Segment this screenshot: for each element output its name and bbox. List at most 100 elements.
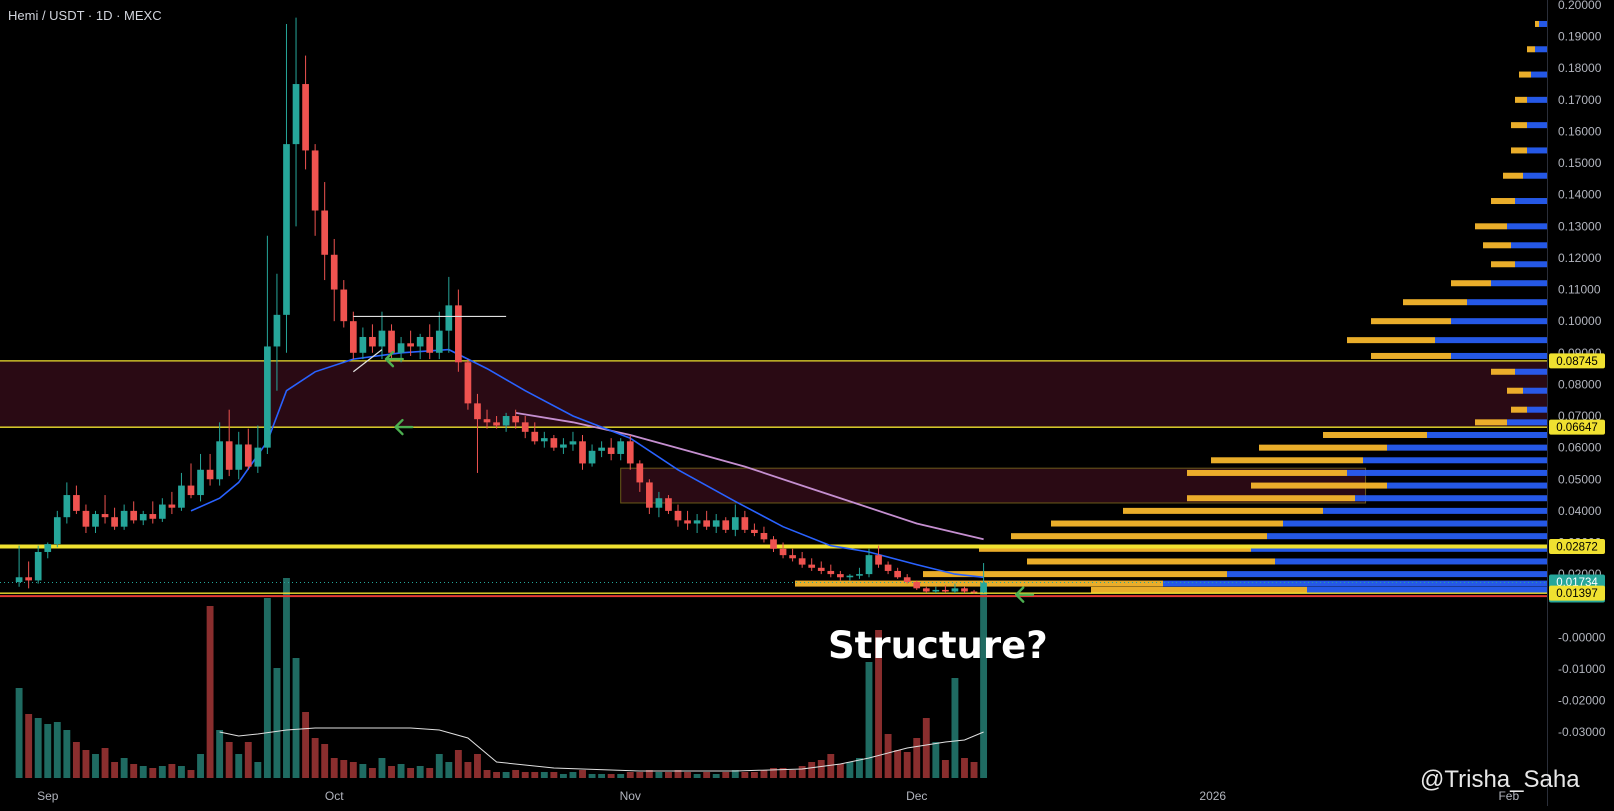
candle-body bbox=[626, 441, 634, 464]
volume-bar bbox=[569, 772, 577, 778]
volume-bar bbox=[703, 772, 711, 778]
volume-bars bbox=[15, 578, 988, 778]
candle-body bbox=[483, 419, 491, 423]
vp-up-bin bbox=[1523, 387, 1547, 394]
vp-up-bin bbox=[1267, 533, 1547, 540]
candle-body bbox=[579, 441, 586, 464]
vp-up-bin bbox=[1451, 318, 1547, 325]
candle-body bbox=[158, 504, 166, 519]
candle-body bbox=[827, 570, 835, 575]
candle-body bbox=[712, 520, 720, 527]
candle-body bbox=[789, 555, 796, 559]
vp-up-bin bbox=[1347, 469, 1547, 476]
candle-body bbox=[607, 447, 615, 454]
vp-down-bin bbox=[1491, 368, 1515, 375]
candle-body bbox=[82, 510, 90, 527]
candle-body bbox=[655, 498, 663, 508]
volume-bar bbox=[951, 678, 959, 778]
candle-body bbox=[646, 482, 653, 508]
candle-body bbox=[130, 510, 138, 521]
vp-down-bin bbox=[1027, 558, 1275, 565]
green-arrow bbox=[384, 350, 404, 368]
volume-bar bbox=[617, 774, 625, 778]
time-tick-label: 2026 bbox=[1199, 789, 1226, 803]
vp-up-bin bbox=[1523, 172, 1547, 179]
volume-bar bbox=[865, 662, 873, 778]
candle-body bbox=[435, 330, 443, 353]
green-arrow bbox=[1014, 586, 1035, 603]
time-axis: Sep Oct Nov Dec 2026 Feb bbox=[37, 789, 1519, 803]
candle-body bbox=[254, 447, 262, 467]
vp-down-bin bbox=[1519, 71, 1531, 78]
volume-bar bbox=[340, 760, 348, 778]
volume-bar bbox=[311, 738, 319, 778]
price-tick-label: 0.12000 bbox=[1558, 251, 1602, 265]
volume-bar bbox=[273, 668, 281, 778]
candle-body bbox=[932, 589, 940, 592]
volume-bar bbox=[263, 598, 271, 778]
volume-bar bbox=[512, 770, 520, 778]
volume-bar bbox=[856, 758, 863, 778]
candle-body bbox=[455, 305, 462, 363]
volume-bar bbox=[111, 762, 119, 778]
candle-body bbox=[903, 577, 911, 583]
candle-body bbox=[894, 570, 901, 578]
candle-body bbox=[407, 343, 414, 347]
volume-bar bbox=[875, 630, 882, 778]
candle-body bbox=[961, 588, 968, 592]
price-badge-label: 0.08745 bbox=[1556, 356, 1598, 368]
price-tick-label: 0.04000 bbox=[1558, 504, 1602, 518]
candle-body bbox=[149, 514, 157, 519]
candle-body bbox=[942, 589, 949, 592]
volume-bar bbox=[521, 772, 529, 778]
time-tick-label: Nov bbox=[620, 789, 641, 803]
price-badge-label: 0.06647 bbox=[1556, 422, 1598, 434]
volume-bar bbox=[206, 606, 214, 778]
price-tick-label: 0.05000 bbox=[1558, 472, 1602, 486]
candle-body bbox=[684, 520, 691, 524]
structure-annotation: Structure? bbox=[828, 624, 1048, 667]
volume-bar bbox=[44, 724, 52, 778]
candle-body bbox=[540, 438, 548, 442]
vp-down-bin bbox=[1507, 387, 1523, 394]
volume-bar bbox=[474, 754, 481, 778]
vp-up-bin bbox=[1387, 444, 1547, 451]
volume-bar bbox=[559, 774, 567, 778]
vp-up-bin bbox=[1435, 337, 1547, 344]
candle-body bbox=[225, 441, 233, 470]
vp-down-bin bbox=[1403, 299, 1467, 306]
candle-body bbox=[951, 588, 959, 592]
candle-body bbox=[139, 514, 147, 521]
volume-bar bbox=[798, 766, 806, 778]
vp-up-bin bbox=[1355, 495, 1547, 502]
volume-ma-line bbox=[219, 727, 984, 772]
volume-bar bbox=[445, 762, 453, 778]
vp-down-bin bbox=[1483, 242, 1511, 249]
candle-body bbox=[44, 544, 52, 552]
volume-bar bbox=[550, 772, 558, 778]
volume-bar bbox=[684, 772, 691, 778]
price-tick-label: 0.14000 bbox=[1558, 188, 1602, 202]
time-tick-label: Oct bbox=[325, 789, 344, 803]
candle-body bbox=[349, 321, 357, 353]
volume-bar bbox=[579, 770, 586, 778]
volume-bar bbox=[82, 750, 90, 778]
volume-bar bbox=[913, 738, 921, 778]
price-badge-label: 0.01397 bbox=[1556, 588, 1598, 600]
vp-up-bin bbox=[1527, 122, 1547, 129]
candle-body bbox=[693, 520, 701, 524]
volume-bar bbox=[397, 764, 405, 778]
vp-up-bin bbox=[1515, 368, 1547, 375]
volume-bar bbox=[941, 760, 949, 778]
vp-down-bin bbox=[1535, 20, 1539, 27]
supply-zones bbox=[0, 360, 1547, 504]
candle-body bbox=[865, 555, 873, 575]
volume-bar bbox=[770, 768, 777, 778]
candle-body bbox=[913, 582, 921, 589]
volume-bar bbox=[531, 772, 539, 778]
trend-line bbox=[352, 349, 383, 373]
volume-bar bbox=[388, 766, 395, 778]
candle-body bbox=[53, 517, 61, 545]
